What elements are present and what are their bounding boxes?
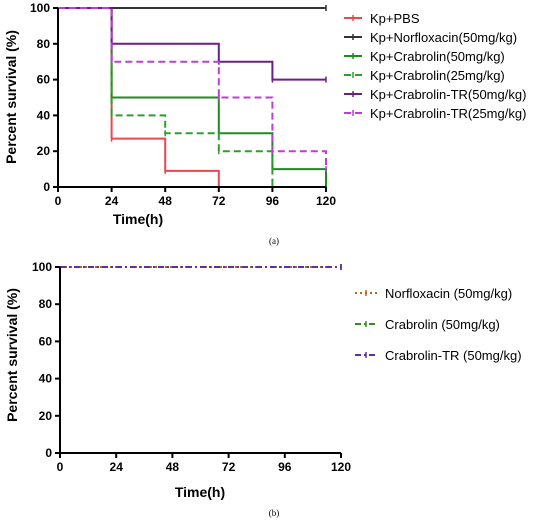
y-tick-label: 0 bbox=[45, 446, 52, 460]
legend-label: Kp+Crabrolin(50mg/kg) bbox=[370, 49, 505, 64]
x-tick-label: 24 bbox=[105, 194, 119, 208]
x-tick-label: 120 bbox=[316, 194, 336, 208]
series-line-5 bbox=[58, 7, 326, 81]
y-tick-label: 40 bbox=[37, 108, 51, 122]
series-line-3 bbox=[58, 7, 327, 187]
legend-label: Kp+Norfloxacin(50mg/kg) bbox=[370, 30, 517, 45]
panel-a-survival-infection: 0 24 48 72 96 120 0 20 40 60 80 100 Time(h) Percent… bbox=[3, 1, 526, 246]
y-tick-label: 60 bbox=[39, 334, 53, 348]
legend-a: Kp+PBS Kp+Norfloxacin(50mg/kg) Kp+Crabroli… bbox=[344, 11, 526, 121]
y-tick-label: 20 bbox=[39, 409, 53, 423]
axes-a: 0 24 48 72 96 120 0 20 40 60 80 100 bbox=[30, 1, 336, 208]
y-tick-label: 0 bbox=[43, 180, 50, 194]
x-tick-label: 96 bbox=[278, 460, 292, 474]
legend-label: Kp+Crabrolin-TR(50mg/kg) bbox=[370, 87, 526, 102]
x-tick-label: 24 bbox=[110, 460, 124, 474]
legend-label: Kp+Crabrolin-TR(25mg/kg) bbox=[370, 106, 526, 121]
panel-b-xlabel: Time(h) bbox=[175, 484, 225, 500]
legend-b: Norfloxacin (50mg/kg) Crabrolin (50mg/kg)… bbox=[355, 286, 522, 363]
y-tick-label: 40 bbox=[39, 372, 53, 386]
x-tick-label: 48 bbox=[166, 460, 180, 474]
x-tick-label: 48 bbox=[159, 194, 173, 208]
plot-a-marks bbox=[58, 5, 327, 190]
x-tick-label: 72 bbox=[222, 460, 236, 474]
legend-label: Kp+PBS bbox=[370, 11, 420, 26]
panel-b-label: (b) bbox=[269, 508, 280, 518]
y-tick-label: 80 bbox=[37, 37, 51, 51]
y-tick-label: 60 bbox=[37, 73, 51, 87]
legend-label: Kp+Crabrolin(25mg/kg) bbox=[370, 68, 505, 83]
y-tick-label: 80 bbox=[39, 297, 53, 311]
x-tick-label: 96 bbox=[266, 194, 280, 208]
x-tick-label: 0 bbox=[57, 460, 64, 474]
axes-b: 0 24 48 72 96 120 0 20 40 60 80 100 bbox=[32, 260, 351, 474]
x-tick-label: 0 bbox=[55, 194, 62, 208]
legend-label: Crabrolin (50mg/kg) bbox=[385, 317, 500, 332]
x-tick-label: 72 bbox=[212, 194, 226, 208]
y-tick-label: 100 bbox=[30, 1, 50, 15]
panel-a-xlabel: Time(h) bbox=[113, 211, 163, 227]
series-line-6 bbox=[58, 7, 327, 170]
panel-b-survival-safety: 0 24 48 72 96 120 0 20 40 60 80 100 Time(h) Percent… bbox=[4, 260, 522, 518]
legend-label: Norfloxacin (50mg/kg) bbox=[385, 286, 512, 301]
panel-a-label: (a) bbox=[269, 236, 279, 246]
legend-label: Crabrolin-TR (50mg/kg) bbox=[385, 348, 522, 363]
y-tick-label: 20 bbox=[37, 144, 51, 158]
panel-b-ylabel: Percent survival (%) bbox=[4, 288, 20, 422]
x-tick-label: 120 bbox=[331, 460, 351, 474]
panel-a-ylabel: Percent survival (%) bbox=[3, 30, 19, 164]
y-tick-label: 100 bbox=[32, 260, 52, 274]
plot-b-marks bbox=[60, 264, 342, 270]
